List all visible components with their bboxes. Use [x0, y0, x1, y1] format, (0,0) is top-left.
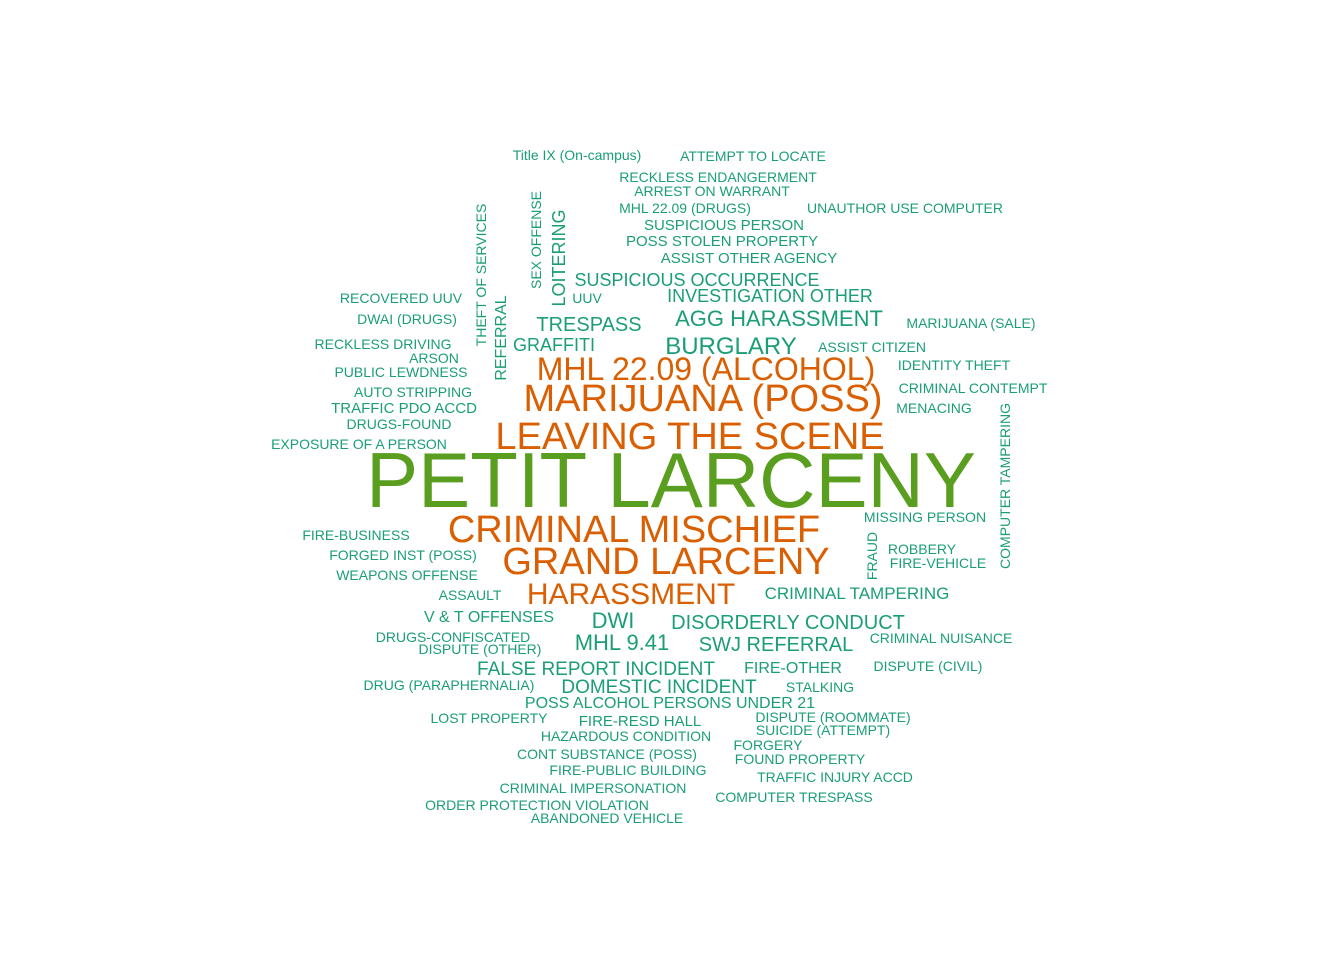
word-weapons-offense: WEAPONS OFFENSE [336, 567, 478, 583]
word-forged-inst-poss: FORGED INST (POSS) [329, 547, 477, 563]
word-v-t-offenses: V & T OFFENSES [424, 609, 554, 626]
word-marijuana-sale: MARIJUANA (SALE) [906, 315, 1035, 331]
word-uuv: UUV [572, 290, 602, 306]
word-dwai-drugs: DWAI (DRUGS) [357, 311, 457, 327]
word-referral: REFERRAL [493, 295, 510, 380]
word-dwi: DWI [592, 608, 635, 633]
word-lost-property: LOST PROPERTY [431, 710, 549, 726]
word-agg-harassment: AGG HARASSMENT [675, 306, 883, 331]
word-recovered-uuv: RECOVERED UUV [340, 290, 463, 306]
word-criminal-mischief: CRIMINAL MISCHIEF [448, 509, 820, 551]
word-investigation-other: INVESTIGATION OTHER [667, 286, 873, 306]
word-mhl-22-09-drugs: MHL 22.09 (DRUGS) [619, 200, 751, 216]
word-forgery: FORGERY [734, 737, 804, 753]
word-fire-public-building: FIRE-PUBLIC BUILDING [549, 762, 706, 778]
word-traffic-injury-accd: TRAFFIC INJURY ACCD [757, 769, 913, 785]
word-unauthor-use-computer: UNAUTHOR USE COMPUTER [807, 200, 1003, 216]
word-fire-resd-hall: FIRE-RESD HALL [579, 713, 702, 730]
word-disorderly-conduct: DISORDERLY CONDUCT [671, 612, 905, 634]
word-identity-theft: IDENTITY THEFT [898, 357, 1011, 373]
word-reckless-endangerment: RECKLESS ENDANGERMENT [619, 169, 817, 185]
word-poss-alcohol-persons-under-21: POSS ALCOHOL PERSONS UNDER 21 [525, 695, 815, 712]
word-burglary: BURGLARY [665, 333, 797, 360]
word-assault: ASSAULT [439, 587, 502, 603]
word-hazardous-condition: HAZARDOUS CONDITION [541, 728, 711, 744]
word-menacing: MENACING [896, 400, 971, 416]
word-found-property: FOUND PROPERTY [735, 751, 866, 767]
word-mhl-9-41: MHL 9.41 [575, 630, 670, 655]
word-dispute-roommate: DISPUTE (ROOMMATE) [755, 709, 910, 725]
word-arson: ARSON [409, 350, 459, 366]
word-criminal-contempt: CRIMINAL CONTEMPT [899, 380, 1048, 396]
word-domestic-incident: DOMESTIC INCIDENT [561, 677, 757, 698]
word-swj-referral: SWJ REFERRAL [699, 634, 853, 656]
word-stalking: STALKING [786, 679, 854, 695]
word-suspicious-person: SUSPICIOUS PERSON [644, 217, 804, 234]
word-arrest-on-warrant: ARREST ON WARRANT [634, 183, 790, 199]
word-trespass: TRESPASS [536, 314, 641, 336]
word-order-protection-violation: ORDER PROTECTION VIOLATION [425, 797, 649, 813]
word-title-ix-on-campus: Title IX (On-campus) [513, 147, 642, 163]
word-marijuana-poss: MARIJUANA (POSS) [524, 378, 883, 420]
word-dispute-civil: DISPUTE (CIVIL) [874, 658, 983, 674]
word-drugs-confiscated: DRUGS-CONFISCATED [376, 629, 531, 645]
word-harassment: HARASSMENT [527, 578, 735, 611]
word-drugs-found: DRUGS-FOUND [347, 416, 452, 432]
word-grand-larceny: GRAND LARCENY [502, 541, 829, 583]
word-drug-paraphernalia: DRUG (PARAPHERNALIA) [364, 677, 535, 693]
word-theft-of-services: THEFT OF SERVICES [473, 204, 489, 347]
word-fire-business: FIRE-BUSINESS [302, 527, 409, 543]
word-traffic-pdo-accd: TRAFFIC PDO ACCD [331, 400, 477, 417]
word-auto-stripping: AUTO STRIPPING [354, 384, 472, 400]
word-loitering: LOITERING [549, 209, 569, 306]
word-mhl-22-09-alcohol: MHL 22.09 (ALCOHOL) [537, 351, 875, 387]
word-computer-trespass: COMPUTER TRESPASS [715, 789, 872, 805]
word-leaving-the-scene: LEAVING THE SCENE [495, 416, 884, 458]
word-attempt-to-locate: ATTEMPT TO LOCATE [680, 148, 826, 164]
word-public-lewdness: PUBLIC LEWDNESS [334, 364, 467, 380]
word-abandoned-vehicle: ABANDONED VEHICLE [531, 810, 683, 826]
word-assist-citizen: ASSIST CITIZEN [818, 339, 926, 355]
word-suspicious-occurrence: SUSPICIOUS OCCURRENCE [574, 270, 819, 290]
word-petit-larceny: PETIT LARCENY [366, 436, 976, 524]
word-graffiti: GRAFFITI [513, 335, 595, 355]
word-assist-other-agency: ASSIST OTHER AGENCY [661, 250, 837, 267]
word-cont-substance-poss: CONT SUBSTANCE (POSS) [517, 746, 697, 762]
word-criminal-impersonation: CRIMINAL IMPERSONATION [500, 780, 687, 796]
word-fire-vehicle: FIRE-VEHICLE [890, 555, 986, 571]
word-missing-person: MISSING PERSON [864, 509, 986, 525]
word-computer-tampering: COMPUTER TAMPERING [997, 403, 1013, 569]
word-false-report-incident: FALSE REPORT INCIDENT [477, 659, 715, 680]
word-sex-offense: SEX OFFENSE [528, 191, 544, 289]
word-reckless-driving: RECKLESS DRIVING [315, 336, 452, 352]
word-suicide-attempt: SUICIDE (ATTEMPT) [756, 722, 890, 738]
word-fire-other: FIRE-OTHER [744, 660, 842, 677]
word-exposure-of-a-person: EXPOSURE OF A PERSON [271, 436, 447, 452]
word-criminal-tampering: CRIMINAL TAMPERING [765, 584, 950, 603]
word-poss-stolen-property: POSS STOLEN PROPERTY [626, 233, 818, 250]
word-criminal-nuisance: CRIMINAL NUISANCE [870, 630, 1013, 646]
word-fraud: FRAUD [864, 532, 880, 580]
word-robbery: ROBBERY [888, 541, 957, 557]
word-dispute-other: DISPUTE (OTHER) [419, 641, 542, 657]
